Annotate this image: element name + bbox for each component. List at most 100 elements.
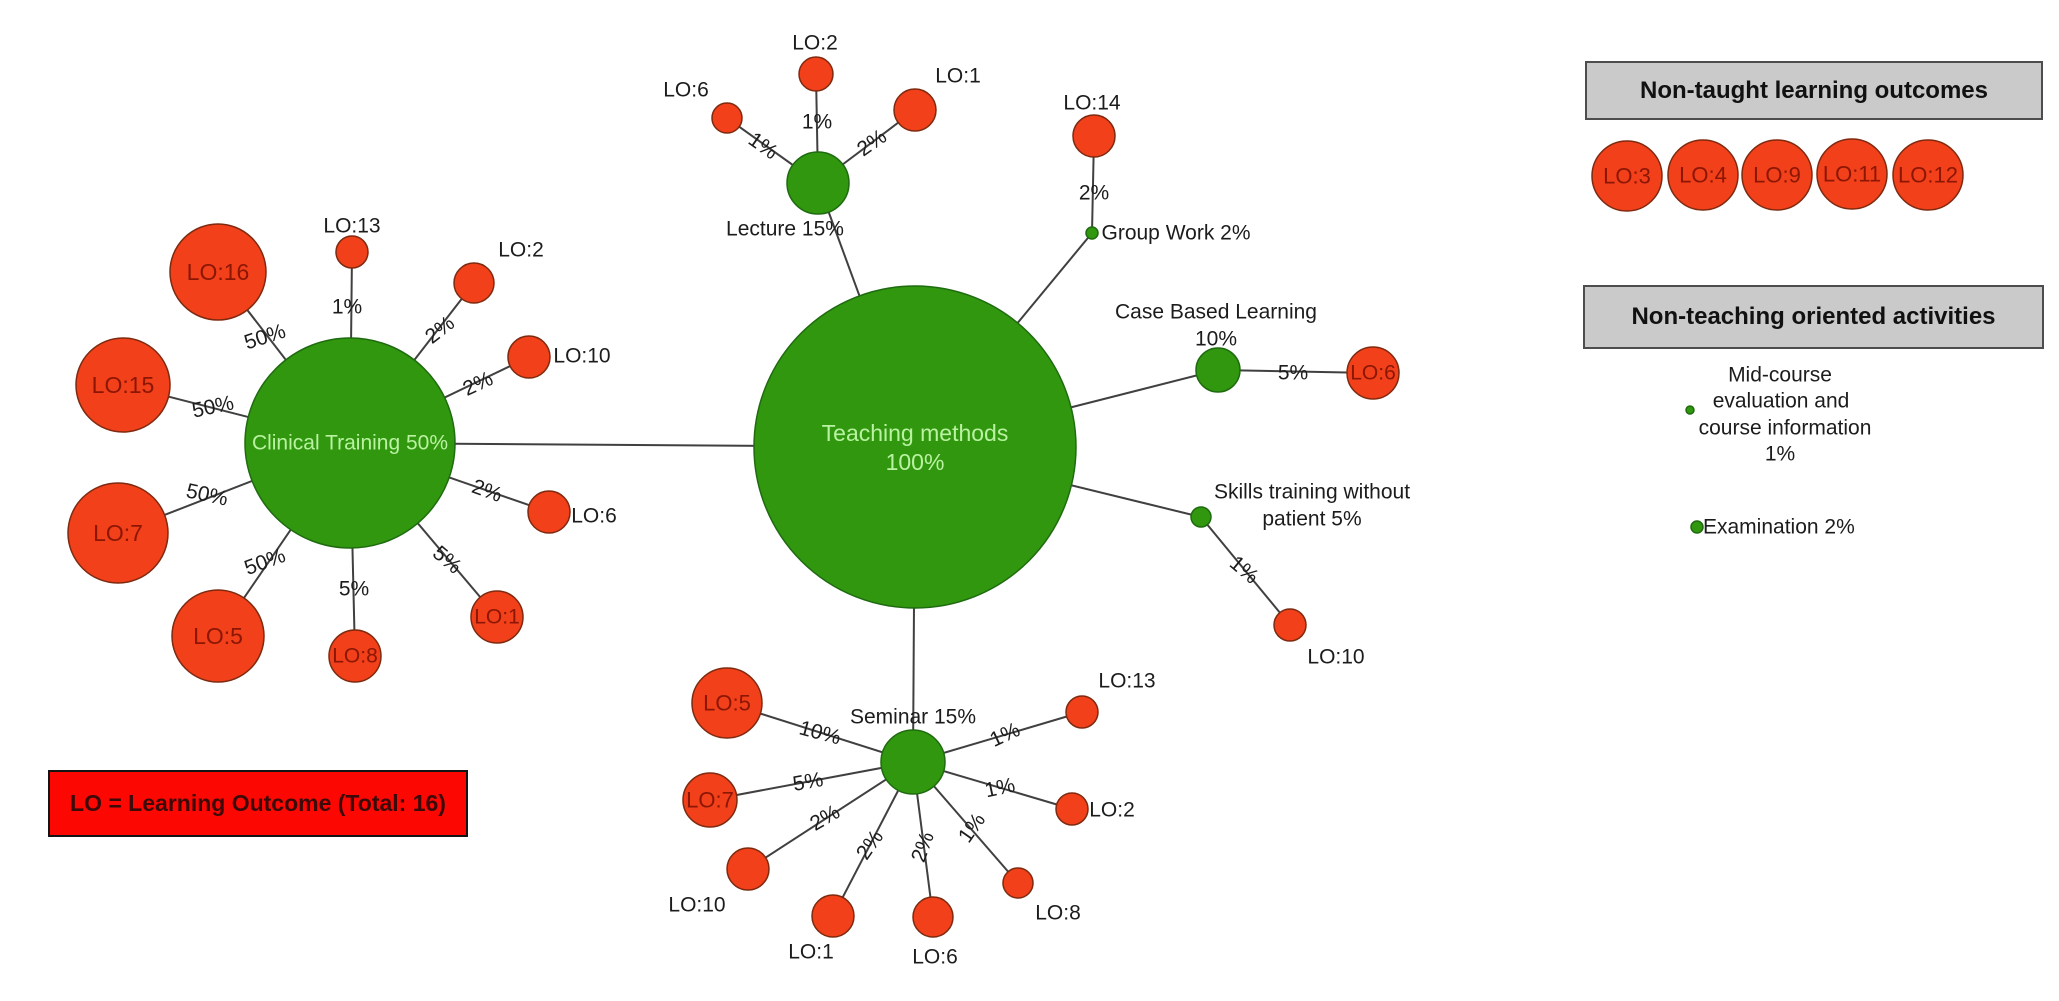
label-lecture-lo6: LO:6	[663, 79, 709, 102]
node-case-based-learning	[1195, 347, 1241, 393]
node-clinical-lo6	[527, 490, 571, 534]
node-clinical-lo10	[507, 335, 551, 379]
node-nontaught-lo12-label: LO:12	[1898, 163, 1958, 188]
non-teaching-activities-header-text: Non-teaching oriented activities	[1631, 303, 1996, 330]
node-clinical-lo15-label: LO:15	[92, 372, 155, 398]
node-nontaught-lo3-label: LO:3	[1603, 164, 1651, 189]
pct-lecture-lo1: 2%	[853, 125, 891, 161]
label-clinical-lo2: LO:2	[498, 239, 544, 262]
node-nontaught-lo11-label: LO:11	[1823, 162, 1881, 187]
label-teaching-methods-2: 100%	[886, 449, 945, 475]
label-seminar-lo8: LO:8	[1035, 902, 1081, 925]
node-clinical-lo7-label: LO:7	[93, 520, 143, 546]
node-nontaught-lo11	[1816, 138, 1888, 210]
label-seminar-lo1: LO:1	[788, 941, 834, 964]
node-clinical-lo16-label: LO:16	[187, 259, 250, 285]
node-skills-lo10	[1273, 608, 1307, 642]
label-seminar-lo13: LO:13	[1098, 670, 1155, 693]
label-midcourse-1: Mid-course	[1728, 364, 1832, 387]
node-seminar-lo7-label: LO:7	[686, 788, 734, 813]
node-examination-dot	[1690, 520, 1704, 534]
node-lecture-lo6	[711, 102, 743, 134]
label-seminar-lo2: LO:2	[1089, 799, 1135, 822]
label-skills-1: Skills training without	[1214, 481, 1410, 504]
node-clinical-lo13	[335, 235, 369, 269]
node-nontaught-lo4	[1667, 139, 1739, 211]
node-seminar-lo5	[691, 667, 763, 739]
node-lecture	[786, 151, 850, 215]
node-clinical-lo1	[470, 590, 524, 644]
node-seminar	[880, 729, 946, 795]
label-skills-2: patient 5%	[1262, 508, 1361, 531]
node-nontaught-lo9	[1741, 139, 1813, 211]
label-lecture: Lecture 15%	[726, 218, 844, 241]
non-taught-outcomes-header: Non-taught learning outcomes	[1585, 61, 2043, 120]
pct-clinical-lo7: 50%	[184, 479, 230, 510]
node-clinical-lo1-label: LO:1	[474, 606, 520, 629]
label-teaching-methods-1: Teaching methods	[822, 420, 1009, 446]
label-examination: Examination 2%	[1703, 516, 1855, 539]
label-groupwork-lo14: LO:14	[1063, 92, 1121, 115]
pct-seminar-lo5: 10%	[797, 716, 844, 749]
pct-cbl-lo6: 5%	[1278, 362, 1308, 385]
pct-skills-lo10: 1%	[1225, 551, 1263, 588]
node-nontaught-lo4-label: LO:4	[1679, 163, 1727, 188]
node-teaching-methods	[753, 285, 1077, 609]
label-clinical-lo6: LO:6	[571, 505, 617, 528]
node-cbl-lo6-label: LO:6	[1350, 362, 1396, 385]
edge-skills-lo10	[1200, 516, 1291, 626]
label-seminar: Seminar 15%	[850, 706, 976, 729]
pct-clinical-lo15: 50%	[190, 391, 236, 422]
label-seminar-lo6: LO:6	[912, 946, 958, 969]
label-lecture-lo2: LO:2	[792, 32, 838, 55]
pct-clinical-lo16: 50%	[241, 320, 288, 355]
pct-seminar-lo7: 5%	[791, 768, 825, 796]
label-lecture-lo1: LO:1	[935, 65, 981, 88]
label-skills-lo10: LO:10	[1307, 646, 1364, 669]
pct-seminar-lo6: 2%	[907, 829, 939, 865]
node-seminar-lo6	[912, 896, 954, 938]
node-seminar-lo1	[811, 894, 855, 938]
lo-definition-text: LO = Learning Outcome (Total: 16)	[70, 790, 446, 816]
node-midcourse-dot	[1685, 405, 1695, 415]
node-seminar-lo5-label: LO:5	[703, 691, 751, 716]
node-seminar-lo2	[1055, 792, 1089, 826]
pct-clinical-lo5: 50%	[241, 544, 288, 580]
node-group-work-dot	[1085, 226, 1099, 240]
non-taught-outcomes-header-text: Non-taught learning outcomes	[1640, 76, 1988, 104]
node-seminar-lo7	[682, 772, 738, 828]
node-lecture-lo2	[798, 56, 834, 92]
label-clinical-training: Clinical Training 50%	[252, 432, 448, 455]
label-clinical-lo13: LO:13	[323, 215, 380, 238]
label-clinical-lo10: LO:10	[553, 345, 610, 368]
pct-seminar-lo10: 2%	[806, 800, 844, 835]
pct-lecture-lo2: 1%	[802, 111, 832, 134]
node-clinical-lo16	[169, 223, 267, 321]
pct-seminar-lo2: 1%	[983, 774, 1017, 803]
node-clinical-lo8	[328, 629, 382, 683]
node-seminar-lo8	[1002, 867, 1034, 899]
label-midcourse-3: course information	[1699, 417, 1872, 440]
pct-clinical-lo6: 2%	[469, 475, 505, 507]
node-clinical-lo5	[171, 589, 265, 683]
label-cbl-1: Case Based Learning	[1115, 301, 1317, 324]
node-seminar-lo13	[1065, 695, 1099, 729]
edge-seminar-lo7	[709, 761, 914, 801]
node-nontaught-lo9-label: LO:9	[1753, 163, 1801, 188]
node-clinical-lo5-label: LO:5	[193, 623, 243, 649]
node-clinical-lo2	[453, 262, 495, 304]
node-clinical-lo15	[75, 337, 171, 433]
node-nontaught-lo3	[1591, 140, 1663, 212]
pct-seminar-lo13: 1%	[986, 718, 1023, 752]
label-seminar-lo10: LO:10	[668, 894, 725, 917]
pct-groupwork-lo14: 2%	[1079, 182, 1109, 205]
label-midcourse-4: 1%	[1765, 443, 1795, 466]
edge-seminar-lo10	[747, 761, 914, 870]
label-midcourse-2: evaluation and	[1713, 390, 1850, 413]
node-cbl-lo6	[1346, 346, 1400, 400]
node-clinical-lo8-label: LO:8	[332, 645, 378, 668]
node-clinical-lo7	[67, 482, 169, 584]
node-lecture-lo1	[893, 88, 937, 132]
